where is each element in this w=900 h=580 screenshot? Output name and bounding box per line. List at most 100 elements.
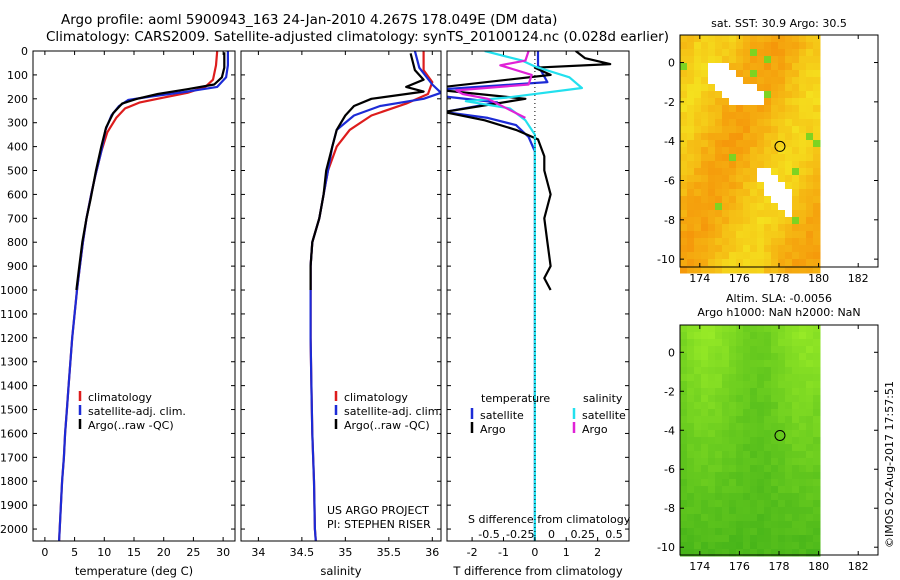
heatmap-cell: [708, 367, 716, 375]
heatmap-cell: [687, 98, 695, 106]
heatmap-cell: [687, 423, 695, 431]
heatmap-cell: [771, 224, 779, 232]
heatmap-cell: [757, 217, 765, 225]
heatmap-cell: [708, 423, 716, 431]
heatmap-cell: [687, 217, 695, 225]
heatmap-cell: [701, 493, 709, 501]
depth-tick-label: 2000: [0, 523, 28, 536]
heatmap-cell: [806, 252, 814, 260]
heatmap-cell: [813, 542, 821, 550]
heatmap-cell: [715, 325, 723, 333]
heatmap-cell: [736, 346, 744, 354]
heatmap-cell: [729, 430, 737, 438]
heatmap-cell: [715, 472, 723, 480]
heatmap-cell: [715, 56, 723, 64]
heatmap-cell: [708, 154, 716, 162]
heatmap-cell: [778, 395, 786, 403]
heatmap-cell: [750, 444, 758, 452]
heatmap-cell: [694, 56, 702, 64]
heatmap-cell: [799, 259, 807, 267]
heatmap-cell: [701, 189, 709, 197]
heatmap-cell: [778, 521, 786, 529]
heatmap-cell: [792, 416, 800, 424]
heatmap-cell: [729, 465, 737, 473]
heatmap-cell: [729, 112, 737, 120]
heatmap-cell: [771, 168, 779, 176]
heatmap-cell: [799, 224, 807, 232]
heatmap-cell: [750, 154, 758, 162]
heatmap-cell: [764, 56, 772, 64]
heatmap-cell: [757, 42, 765, 50]
heatmap-cell: [687, 360, 695, 368]
heatmap-cell: [708, 266, 716, 274]
heatmap-cell: [799, 56, 807, 64]
heatmap-cell: [715, 70, 723, 78]
heatmap-cell: [680, 231, 688, 239]
heatmap-cell: [715, 381, 723, 389]
heatmap-cell: [785, 252, 793, 260]
heatmap-cell: [715, 451, 723, 459]
heatmap-cell: [743, 126, 751, 134]
heatmap-cell: [771, 507, 779, 515]
heatmap-cell: [778, 42, 786, 50]
heatmap-cell: [757, 374, 765, 382]
heatmap-cell: [701, 252, 709, 260]
heatmap-cell: [764, 154, 772, 162]
heatmap-cell: [792, 409, 800, 417]
heatmap-cell: [729, 437, 737, 445]
heatmap-cell: [736, 182, 744, 190]
heatmap-cell: [792, 147, 800, 155]
heatmap-cell: [715, 416, 723, 424]
heatmap-cell: [771, 56, 779, 64]
heatmap-cell: [750, 224, 758, 232]
heatmap-cell: [806, 175, 814, 183]
heatmap-cell: [708, 430, 716, 438]
heatmap-cell: [708, 147, 716, 155]
heatmap-cell: [792, 252, 800, 260]
heatmap-cell: [701, 112, 709, 120]
heatmap-cell: [743, 514, 751, 522]
heatmap-cell: [729, 210, 737, 218]
heatmap-cell: [680, 374, 688, 382]
x-tick-label-differences: 2: [594, 546, 601, 559]
heatmap-cell: [799, 63, 807, 71]
heatmap-cell: [771, 458, 779, 466]
heatmap-cell: [750, 346, 758, 354]
heatmap-cell: [799, 161, 807, 169]
heatmap-cell: [806, 161, 814, 169]
heatmap-cell: [757, 224, 765, 232]
heatmap-cell: [806, 203, 814, 211]
heatmap-cell: [813, 42, 821, 50]
heatmap-cell: [806, 147, 814, 155]
heatmap-cell: [701, 161, 709, 169]
heatmap-cell: [771, 245, 779, 253]
heatmap-cell: [729, 388, 737, 396]
heatmap-cell: [694, 521, 702, 529]
heatmap-cell: [680, 507, 688, 515]
heatmap-cell: [757, 409, 765, 417]
heatmap-cell: [813, 98, 821, 106]
heatmap-cell: [729, 507, 737, 515]
heatmap-cell: [778, 63, 786, 71]
heatmap-cell: [764, 514, 772, 522]
heatmap-cell: [680, 245, 688, 253]
map-x-tick-label-sst_map: 180: [808, 272, 829, 285]
heatmap-cell: [785, 332, 793, 340]
heatmap-cell: [792, 112, 800, 120]
heatmap-cell: [806, 437, 814, 445]
heatmap-cell: [694, 353, 702, 361]
heatmap-cell: [736, 521, 744, 529]
x-tick-label-differences: -1: [498, 546, 509, 559]
heatmap-cell: [736, 353, 744, 361]
heatmap-cell: [687, 231, 695, 239]
heatmap-cell: [813, 175, 821, 183]
heatmap-cell: [729, 353, 737, 361]
heatmap-cell: [799, 266, 807, 274]
heatmap-cell: [694, 367, 702, 375]
heatmap-cell: [708, 105, 716, 113]
heatmap-cell: [687, 133, 695, 141]
heatmap-cell: [806, 409, 814, 417]
heatmap-cell: [694, 35, 702, 43]
heatmap-cell: [799, 465, 807, 473]
heatmap-cell: [715, 217, 723, 225]
